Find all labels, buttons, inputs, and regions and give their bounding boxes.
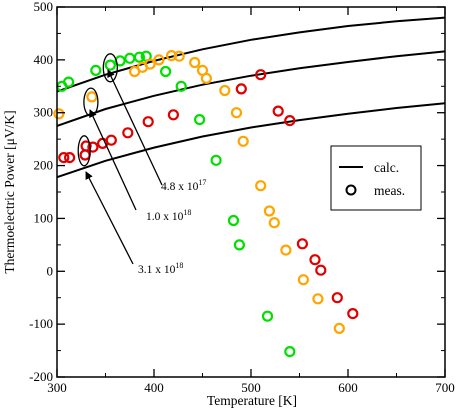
annot-label-exponent: 17: [198, 178, 206, 187]
meas-point-s1-1: [62, 76, 75, 88]
x-axis-label: Temperature [K]: [207, 393, 297, 408]
calc-curves: [57, 16, 445, 179]
x-tick-label: 400: [144, 380, 164, 395]
annot-ellipse-1: [102, 53, 118, 83]
meas-point-s2-0: [53, 108, 65, 120]
meas-point-s2-6: [165, 49, 178, 62]
meas-point-s3-10: [235, 83, 247, 95]
calc-curve-1: [57, 16, 445, 93]
legend: calc. meas.: [330, 145, 422, 211]
measured-points: [53, 49, 359, 358]
x-tick-label: 300: [47, 380, 67, 395]
meas-point-s2-19: [312, 293, 324, 305]
y-tick-label: 400: [34, 52, 54, 67]
meas-point-s1-11: [210, 154, 222, 166]
meas-point-s2-13: [237, 135, 249, 147]
meas-point-s1-14: [261, 310, 274, 322]
meas-point-s2-5: [153, 54, 165, 66]
meas-point-s3-16: [315, 264, 327, 276]
meas-point-s3-8: [142, 116, 154, 128]
meas-point-s3-4: [87, 141, 99, 153]
meas-point-s2-10: [200, 72, 212, 85]
meas-point-s3-15: [309, 254, 321, 266]
meas-point-s1-3: [104, 59, 116, 71]
meas-point-s3-6: [105, 134, 117, 146]
legend-label-calc: calc.: [374, 160, 399, 175]
meas-point-s1-9: [175, 80, 187, 92]
meas-point-s2-17: [280, 244, 292, 256]
x-tick-label: 700: [435, 380, 455, 395]
meas-point-s3-13: [284, 114, 296, 127]
annot-label-exponent: 18: [183, 208, 191, 217]
calc-curve-2: [57, 50, 445, 127]
meas-point-s1-5: [124, 52, 136, 64]
legend-label-meas: meas.: [374, 183, 405, 198]
y-axis-label: Thermoelectric Power [μV/K]: [2, 110, 17, 273]
legend-circle-marker: [345, 184, 357, 196]
meas-point-s3-7: [122, 127, 134, 139]
annot-label-base: 3.1 x 10: [138, 264, 176, 276]
annot-arrow-1: [107, 69, 163, 186]
meas-point-s3-9: [167, 109, 179, 121]
y-tick-label: 0: [47, 263, 54, 278]
meas-point-s1-6: [133, 51, 145, 63]
meas-point-s1-2: [90, 64, 102, 77]
meas-point-s3-2: [79, 149, 91, 161]
meas-point-s1-15: [284, 346, 296, 358]
meas-point-s3-14: [296, 238, 308, 250]
meas-point-s3-0: [58, 152, 70, 164]
meas-point-s2-8: [189, 56, 201, 69]
annot-arrow-2: [89, 109, 137, 211]
x-tick-label: 500: [241, 380, 261, 395]
meas-point-s1-12: [227, 214, 240, 227]
annot-label-1: 4.8 x 1017: [161, 178, 206, 193]
annot-label-exponent: 18: [175, 261, 183, 270]
annot-label-base: 1.0 x 10: [146, 211, 184, 223]
meas-point-s2-15: [263, 205, 275, 217]
meas-point-s2-1: [86, 91, 98, 103]
meas-point-s1-10: [194, 113, 206, 126]
meas-point-s1-8: [160, 65, 172, 78]
meas-point-s1-4: [114, 55, 126, 67]
annot-label-3: 3.1 x 1018: [138, 261, 183, 276]
annot-ellipse-3: [77, 135, 91, 167]
meas-point-s2-14: [255, 180, 267, 192]
legend-box: [330, 145, 422, 211]
meas-point-s3-17: [331, 292, 343, 304]
annot-label-2: 1.0 x 1018: [146, 208, 191, 223]
meas-point-s3-12: [272, 105, 284, 117]
y-tick-label: 500: [34, 0, 54, 14]
meas-point-s2-18: [297, 274, 309, 286]
meas-point-s2-4: [144, 58, 156, 70]
y-tick-label: 100: [34, 210, 54, 225]
axes: 300 400 500 600 700 -200 -100 0 100 200 300 400 500: [29, 0, 455, 395]
y-tick-label: 200: [34, 158, 54, 173]
annot-arrow-3: [85, 171, 134, 265]
meas-point-s3-3: [80, 140, 92, 152]
y-tick-label: -200: [29, 369, 53, 384]
y-tick-label: -100: [29, 316, 53, 331]
meas-point-s2-16: [268, 217, 280, 229]
meas-point-s1-13: [233, 239, 245, 251]
meas-point-s3-1: [63, 152, 76, 164]
meas-point-s2-12: [230, 107, 243, 119]
meas-point-s2-11: [219, 84, 231, 97]
y-tick-label: 300: [34, 105, 54, 120]
meas-point-s2-20: [333, 322, 345, 334]
x-tick-label: 600: [338, 380, 358, 395]
meas-point-s3-11: [255, 69, 267, 81]
annot-label-base: 4.8 x 10: [161, 181, 199, 193]
meas-point-s2-7: [173, 50, 185, 62]
calc-curve-3: [57, 102, 445, 179]
meas-point-s3-18: [347, 308, 359, 320]
